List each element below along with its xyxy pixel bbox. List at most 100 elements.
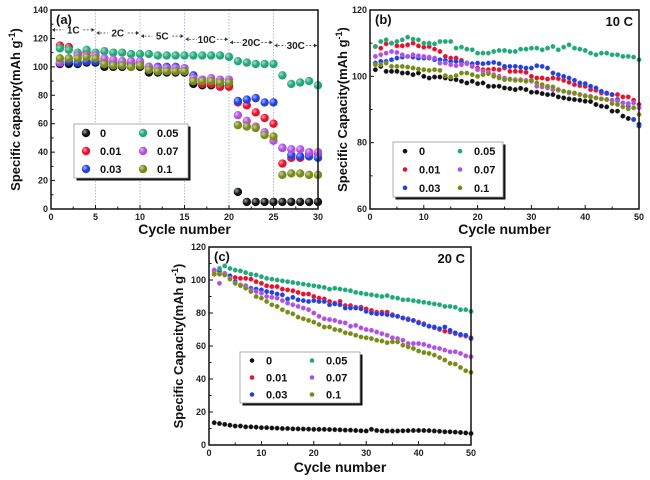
data-point — [405, 34, 411, 40]
data-point — [577, 80, 583, 86]
data-point — [222, 272, 228, 278]
data-point — [447, 327, 453, 333]
data-point — [496, 47, 502, 53]
data-point — [260, 197, 269, 207]
data-point — [171, 66, 180, 76]
data-point — [458, 350, 464, 356]
data-point — [475, 73, 481, 79]
data-point — [269, 132, 278, 141]
data-point — [211, 420, 217, 426]
data-point — [363, 308, 369, 314]
data-point — [571, 45, 577, 51]
data-point — [243, 424, 249, 430]
rate-segment-label: 10C — [198, 35, 216, 46]
y-tick-label: 100 — [352, 71, 367, 81]
x-tick-label: 30 — [526, 212, 536, 222]
rate-segment-label: 1C — [67, 25, 80, 36]
y-tick-label: 0 — [43, 204, 48, 214]
data-point — [295, 280, 301, 286]
data-point — [561, 44, 567, 50]
data-point — [384, 312, 390, 318]
x-tick-label: 50 — [634, 212, 644, 222]
data-point — [337, 319, 343, 325]
data-points — [55, 41, 323, 207]
data-point — [189, 51, 198, 60]
data-point — [135, 61, 145, 70]
legend-label: 0.01 — [266, 373, 287, 385]
data-point — [233, 120, 243, 130]
data-point — [512, 87, 518, 93]
data-point — [258, 274, 264, 280]
data-point — [287, 79, 296, 89]
data-point — [73, 54, 82, 63]
data-point — [91, 54, 100, 63]
data-point — [421, 53, 427, 59]
data-point — [598, 88, 604, 94]
data-point — [171, 51, 180, 60]
data-point — [258, 290, 264, 296]
data-point — [232, 280, 238, 286]
legend-label: 0 — [100, 128, 106, 140]
data-point — [379, 331, 385, 337]
data-point — [545, 45, 551, 51]
legend-marker — [138, 164, 148, 174]
data-point — [550, 43, 556, 49]
data-point — [279, 426, 285, 432]
data-point — [539, 63, 545, 69]
data-point — [363, 327, 369, 333]
data-point — [528, 77, 534, 83]
data-point — [528, 65, 534, 71]
data-point — [269, 425, 275, 431]
data-point — [507, 76, 513, 82]
data-point — [485, 60, 491, 66]
data-point — [452, 330, 458, 336]
legend-label: 0.1 — [326, 390, 341, 402]
data-point — [378, 62, 384, 68]
data-point — [332, 427, 338, 433]
data-point — [285, 309, 291, 315]
data-point — [243, 285, 249, 291]
data-point — [189, 76, 198, 86]
data-point — [415, 43, 421, 49]
data-point — [566, 79, 572, 85]
data-point — [442, 73, 448, 79]
data-point — [463, 430, 469, 436]
y-axis-label: Specific Capacity(mAh g-1) — [334, 27, 350, 192]
data-point — [253, 424, 259, 430]
data-point — [550, 84, 556, 90]
data-point — [233, 56, 243, 66]
y-tick-label: 120 — [191, 242, 206, 252]
data-point — [475, 81, 481, 87]
data-point — [327, 426, 333, 432]
x-axis-label: Cycle number — [138, 221, 231, 237]
legend-marker — [402, 185, 408, 191]
data-point — [421, 427, 427, 433]
data-point — [410, 65, 416, 71]
data-point — [582, 47, 588, 53]
x-tick-label: 40 — [414, 448, 424, 458]
data-point — [566, 89, 572, 95]
data-point — [347, 288, 353, 294]
data-point — [620, 104, 626, 110]
y-axis-ticks: 60 80 100 120 — [352, 5, 374, 214]
data-point — [523, 69, 529, 75]
data-point — [410, 317, 416, 323]
data-point — [399, 43, 405, 49]
data-point — [358, 428, 364, 434]
legend-label: 0.07 — [157, 146, 178, 158]
data-point — [358, 334, 364, 340]
x-tick-label: 20 — [224, 212, 234, 222]
data-point — [545, 92, 551, 98]
data-point — [598, 50, 604, 56]
data-point — [496, 83, 502, 89]
data-point — [337, 327, 343, 333]
data-point — [264, 298, 270, 304]
data-point — [260, 113, 269, 123]
data-point — [216, 271, 222, 277]
y-axis-label-sup: -1 — [334, 31, 344, 39]
data-point — [410, 345, 416, 351]
data-point — [400, 428, 406, 434]
x-axis-label: Cycle number — [294, 459, 387, 475]
data-point — [222, 421, 228, 427]
